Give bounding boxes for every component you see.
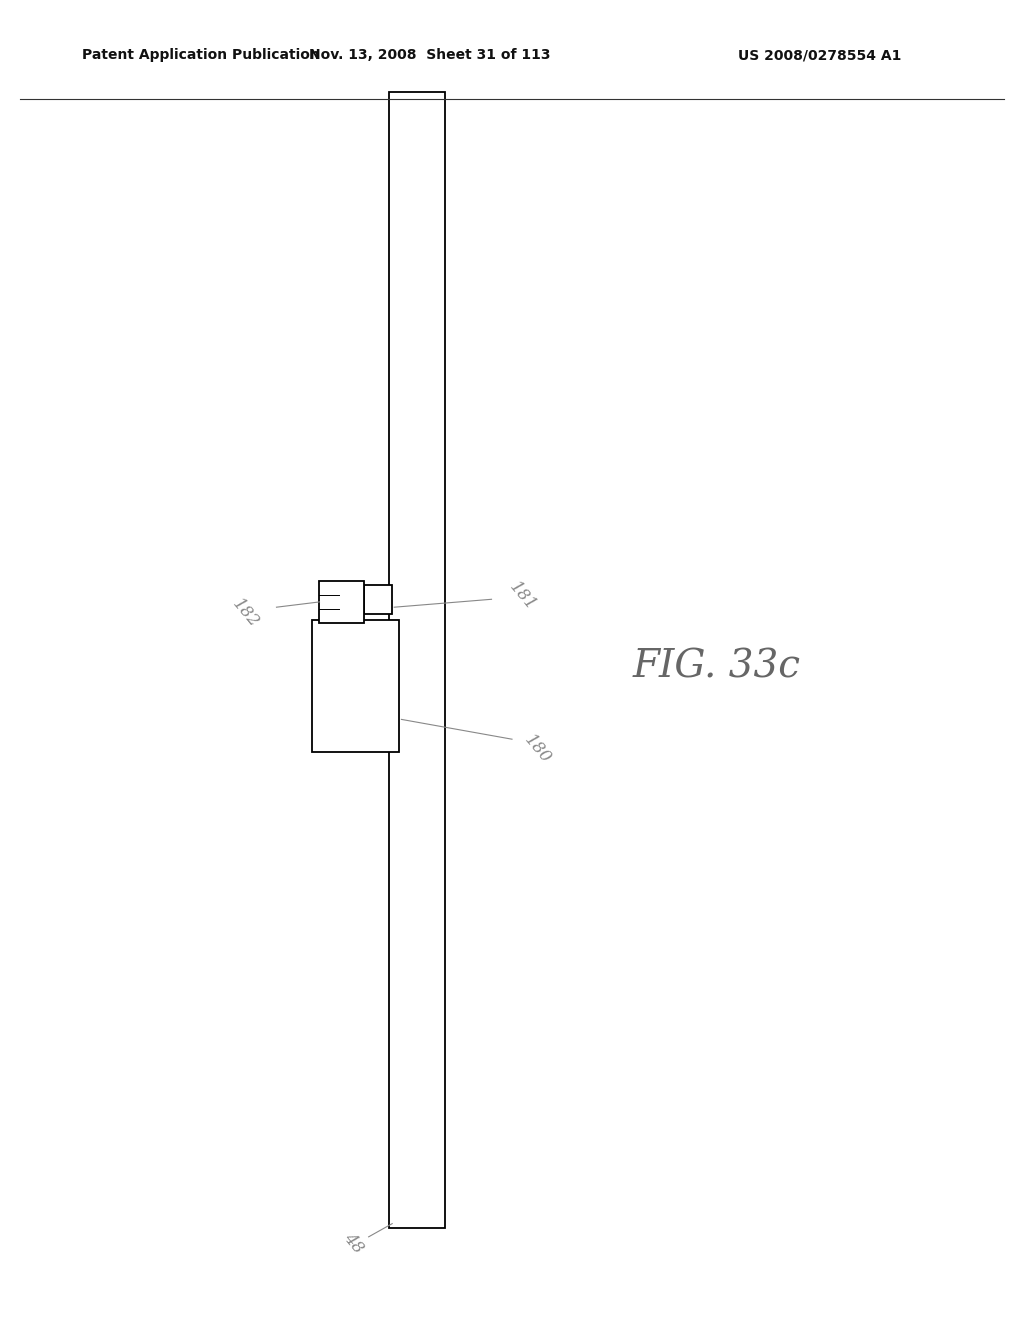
Text: 182: 182 [229,597,262,631]
Bar [319,581,364,623]
Bar [364,585,392,614]
Text: 181: 181 [506,579,539,614]
Text: 48: 48 [340,1230,367,1257]
Text: FIG. 33c: FIG. 33c [633,648,801,685]
Text: US 2008/0278554 A1: US 2008/0278554 A1 [737,49,901,62]
Text: 180: 180 [521,733,554,767]
Bar [389,92,445,1228]
Bar [312,620,399,752]
Text: Nov. 13, 2008  Sheet 31 of 113: Nov. 13, 2008 Sheet 31 of 113 [309,49,551,62]
Text: Patent Application Publication: Patent Application Publication [82,49,319,62]
